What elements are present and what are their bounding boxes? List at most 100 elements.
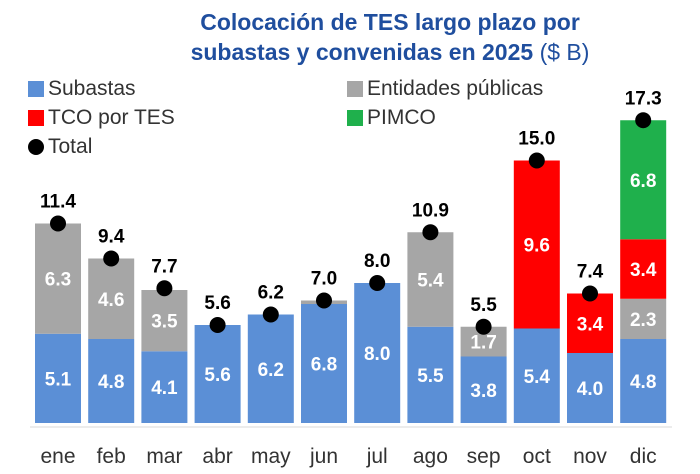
data-label: 5.1 [45,369,72,390]
total-point-nov [582,285,598,302]
total-point-jul [369,275,386,291]
legend-label: Total [48,135,93,158]
total-label: 6.2 [258,283,284,304]
x-tick-label: may [251,445,291,468]
total-point-feb [103,250,120,267]
legend-swatch [347,110,363,126]
data-label: 3.4 [577,314,604,335]
total-point-mar [156,280,173,297]
unit-label: ($ B) [539,39,590,65]
total-point-oct [528,152,545,169]
bar-sep-series0 [460,356,507,423]
data-label: 6.8 [311,355,337,376]
x-tick-label: ene [40,445,75,468]
legend-swatch [28,81,44,97]
bar-nov-series2 [567,293,613,353]
total-point-sep [475,318,492,335]
bar-dic-series0 [620,339,667,423]
data-label: 1.7 [470,333,496,354]
x-tick-label: jul [366,445,388,468]
bar-oct-series2 [513,160,560,329]
x-tick-label: ago [413,445,448,468]
total-point-ago [422,224,439,241]
total-label: 5.5 [470,295,497,316]
bar-ago-series0 [407,326,454,423]
bar-feb-series1 [88,258,135,339]
total-label: 5.6 [204,293,230,314]
data-label: 6.2 [258,360,284,381]
bar-ene-series1 [35,223,81,334]
bar-dic-series2 [620,239,667,299]
bar-nov-series0 [567,353,613,423]
x-tick-label: abr [202,445,232,468]
legend-label: TCO por TES [48,106,175,129]
data-label: 8.0 [364,344,390,365]
total-point-dic [635,112,652,129]
legend-entidades: Entidades públicas [347,77,543,101]
total-label: 17.3 [625,88,662,109]
x-tick-label: nov [573,445,607,468]
data-label: 4.0 [577,379,603,400]
legend-swatch [28,110,44,126]
legend-label: PIMCO [367,106,436,129]
data-label: 3.5 [151,312,178,333]
bar-ago-series1 [407,232,454,327]
bar-abr-series0 [194,325,241,423]
total-point-may [262,306,279,323]
data-label: 5.6 [204,365,230,386]
data-label: 2.3 [630,310,656,331]
data-label: 6.8 [630,171,656,192]
x-tick-label: oct [523,445,551,468]
x-tick-label: jun [309,445,338,468]
total-label: 9.4 [98,227,125,248]
total-label: 10.9 [412,200,449,221]
total-label: 8.0 [364,251,390,272]
bar-jul-series0 [354,283,401,423]
data-label: 4.8 [98,372,124,393]
total-label: 11.4 [40,192,76,213]
legend-total: Total [28,135,92,159]
x-tick-label: feb [97,445,126,468]
legend-label: Subastas [48,77,136,100]
total-label: 15.0 [518,129,555,150]
bar-mar-series1 [141,290,188,352]
bar-mar-series0 [141,351,188,423]
x-tick-label: dic [630,445,657,468]
data-label: 5.4 [524,367,551,388]
chart-title-line2: subastas y convenidas en 2025 ($ B) [100,38,680,66]
total-point-abr [209,317,226,333]
bar-jun-series0 [301,304,347,423]
bar-ene-series0 [35,333,81,423]
legend-label: Entidades públicas [367,77,544,100]
data-label: 4.8 [630,372,656,393]
bar-oct-series0 [513,328,560,423]
data-label: 3.4 [630,260,657,281]
bar-dic-series3 [620,120,667,240]
chart-title-line1: Colocación de TES largo plazo por [200,9,580,35]
data-label: 3.8 [470,381,496,402]
data-label: 9.6 [524,236,550,257]
total-point-jun [316,292,332,309]
total-point-ene [50,215,66,232]
legend-dot [28,139,44,155]
total-label: 7.7 [151,256,177,277]
x-tick-label: mar [146,445,182,468]
data-label: 4.1 [151,378,178,399]
data-label: 6.3 [45,270,71,291]
legend-subastas: Subastas [28,77,136,101]
total-label: 7.0 [311,269,337,290]
legend-pimco: PIMCO [347,106,436,130]
data-label: 5.4 [417,271,444,292]
data-label: 5.5 [417,366,444,387]
data-label: 4.6 [98,290,124,311]
bar-dic-series1 [620,298,667,339]
x-tick-label: sep [467,445,501,468]
total-label: 7.4 [577,262,604,283]
title-text: subastas y convenidas en 2025 [190,39,534,65]
bar-may-series0 [247,314,294,423]
bar-feb-series0 [88,339,135,423]
legend-tco: TCO por TES [28,106,175,130]
legend-swatch [347,81,363,97]
